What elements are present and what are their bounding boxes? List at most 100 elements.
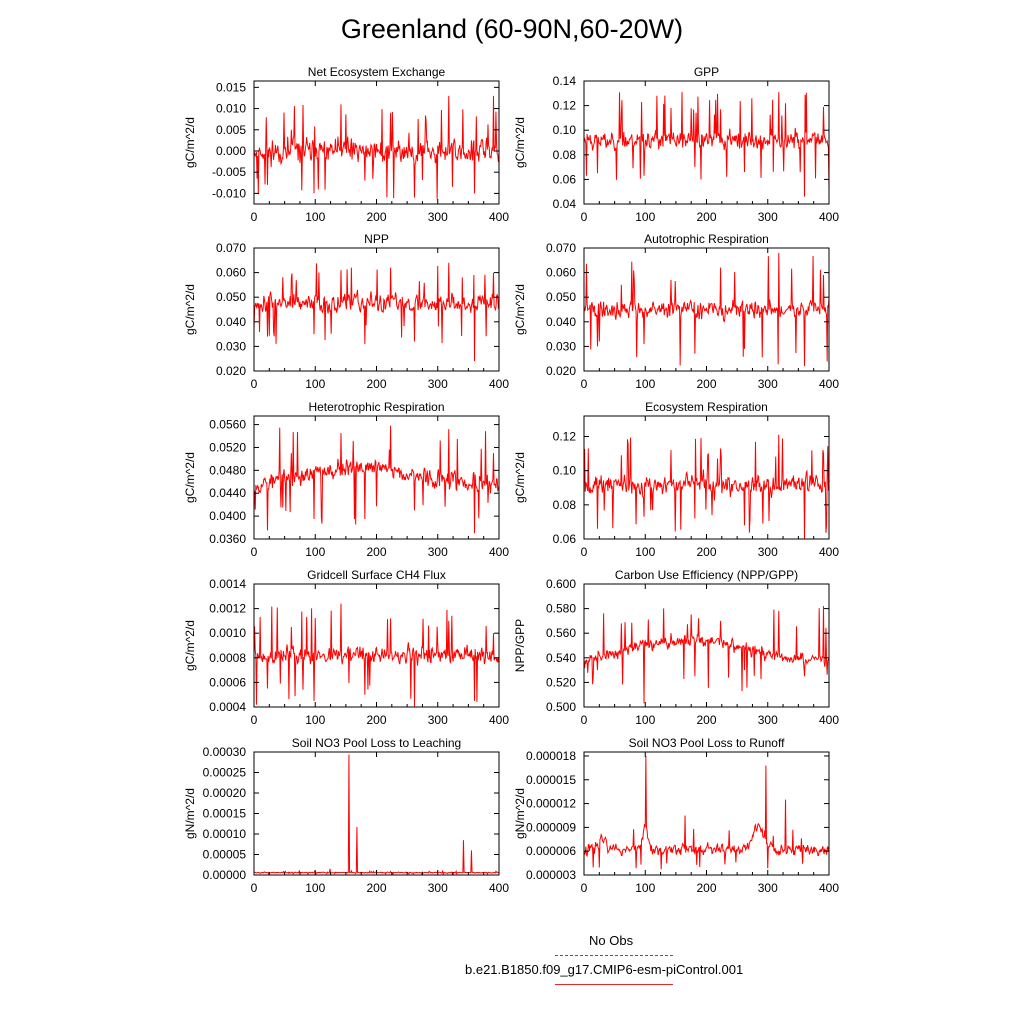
y-tick-label: 0.000006 [526, 844, 576, 858]
y-tick-label: 0.12 [553, 430, 577, 444]
y-tick-label: 0.12 [553, 99, 577, 113]
chart-title: Soil NO3 Pool Loss to Leaching [292, 736, 461, 750]
series-line [254, 262, 499, 362]
y-tick-label: 0.0440 [209, 486, 246, 500]
y-tick-label: 0.000018 [526, 749, 576, 763]
chart-panel: 0 100 200 300 400 0.020 0.030 0.040 0.050 0.060 0.… [183, 232, 509, 391]
chart-panel: 0 100 200 300 400 0.000003 0.000006 0.000009 0.0… [513, 736, 839, 895]
chart-panel: 0 100 200 300 400 0.500 0.520 0.540 0.560 0.580 0.… [513, 568, 839, 727]
x-tick-label: 200 [696, 377, 716, 391]
y-tick-label: 0.0010 [209, 626, 246, 640]
series-line [584, 606, 829, 704]
x-tick-label: 300 [758, 881, 778, 895]
y-tick-label: 0.050 [216, 290, 246, 304]
chart-title: Gridcell Surface CH4 Flux [307, 568, 446, 582]
y-tick-label: 0.010 [216, 102, 246, 116]
x-tick-label: 0 [581, 210, 588, 224]
x-tick-label: 0 [251, 713, 258, 727]
y-tick-label: 0.14 [553, 74, 577, 88]
x-tick-label: 400 [489, 210, 509, 224]
y-axis-label: gC/m^2/d [513, 117, 527, 168]
chart-panel: 0 100 200 300 400 0.06 0.08 0.10 0.12 Ecosystem R… [513, 400, 839, 559]
y-tick-label: 0.00010 [203, 827, 247, 841]
x-tick-label: 400 [819, 545, 839, 559]
x-tick-label: 100 [635, 377, 655, 391]
series-line [254, 95, 499, 200]
y-axis-label: gC/m^2/d [513, 452, 527, 503]
y-tick-label: 0.020 [546, 364, 576, 378]
y-tick-label: 0.600 [546, 577, 576, 591]
y-tick-label: 0.000003 [526, 868, 576, 882]
y-tick-label: 0.0014 [209, 577, 246, 591]
x-tick-label: 100 [305, 210, 325, 224]
x-tick-label: 200 [366, 210, 386, 224]
series-line [584, 92, 829, 197]
chart-panel: 0 100 200 300 400 0.020 0.030 0.040 0.050 0.060 0.… [513, 232, 839, 391]
plot-frame [253, 751, 500, 876]
y-tick-label: 0.060 [216, 266, 246, 280]
y-tick-label: 0.000015 [526, 773, 576, 787]
x-tick-label: 300 [428, 210, 448, 224]
y-tick-label: 0.0520 [209, 440, 246, 454]
plot-frame [583, 751, 830, 876]
x-tick-label: 400 [819, 210, 839, 224]
x-tick-label: 300 [758, 713, 778, 727]
chart-title: GPP [694, 65, 719, 79]
y-tick-label: 0.040 [216, 315, 246, 329]
x-tick-label: 200 [366, 881, 386, 895]
x-tick-label: 400 [819, 881, 839, 895]
x-tick-label: 300 [758, 377, 778, 391]
x-tick-label: 0 [581, 881, 588, 895]
y-tick-label: 0.580 [546, 602, 576, 616]
series-line [254, 754, 499, 875]
chart-title: Net Ecosystem Exchange [308, 65, 446, 79]
x-tick-label: 100 [635, 713, 655, 727]
y-tick-label: 0.070 [216, 241, 246, 255]
x-tick-label: 0 [251, 377, 258, 391]
x-tick-label: 300 [428, 377, 448, 391]
y-tick-label: 0.560 [546, 626, 576, 640]
x-tick-label: 200 [696, 713, 716, 727]
series-line [584, 252, 829, 367]
x-tick-label: 300 [428, 881, 448, 895]
x-tick-label: 200 [696, 545, 716, 559]
y-tick-label: 0.0004 [209, 700, 246, 714]
chart-title: NPP [364, 232, 389, 246]
x-tick-label: 0 [581, 545, 588, 559]
x-tick-label: 300 [428, 713, 448, 727]
x-tick-label: 200 [696, 881, 716, 895]
x-tick-label: 100 [305, 377, 325, 391]
x-tick-label: 400 [489, 545, 509, 559]
x-tick-label: 100 [305, 545, 325, 559]
y-tick-label: 0.0006 [209, 675, 246, 689]
series-line [584, 755, 829, 870]
y-axis-label: gC/m^2/d [183, 620, 197, 671]
y-tick-label: 0.00000 [203, 868, 247, 882]
y-tick-label: 0.06 [553, 532, 577, 546]
x-tick-label: 0 [581, 713, 588, 727]
y-tick-label: 0.00030 [203, 745, 247, 759]
y-tick-label: 0.030 [546, 339, 576, 353]
y-tick-label: 0.015 [216, 80, 246, 94]
y-tick-label: 0.040 [546, 315, 576, 329]
x-tick-label: 300 [758, 545, 778, 559]
x-tick-label: 100 [635, 545, 655, 559]
y-tick-label: 0.000012 [526, 797, 576, 811]
x-tick-label: 400 [489, 377, 509, 391]
y-tick-label: 0.06 [553, 172, 577, 186]
y-tick-label: 0.08 [553, 148, 577, 162]
y-tick-label: -0.005 [212, 165, 246, 179]
y-tick-label: 0.005 [216, 123, 246, 137]
chart-title: Ecosystem Respiration [645, 400, 768, 414]
x-tick-label: 0 [581, 377, 588, 391]
chart-panel: 0 100 200 300 400 0.0360 0.0400 0.0440 0.0480 0.0… [183, 400, 509, 559]
x-tick-label: 0 [251, 881, 258, 895]
chart-title: Soil NO3 Pool Loss to Runoff [629, 736, 786, 750]
y-tick-label: 0.0560 [209, 418, 246, 432]
y-tick-label: 0.060 [546, 266, 576, 280]
x-tick-label: 400 [819, 713, 839, 727]
chart-panel: 0 100 200 300 400 0.0004 0.0006 0.0008 0.0010 0.0… [183, 568, 509, 727]
y-tick-label: -0.010 [212, 186, 246, 200]
y-tick-label: 0.00020 [203, 786, 247, 800]
